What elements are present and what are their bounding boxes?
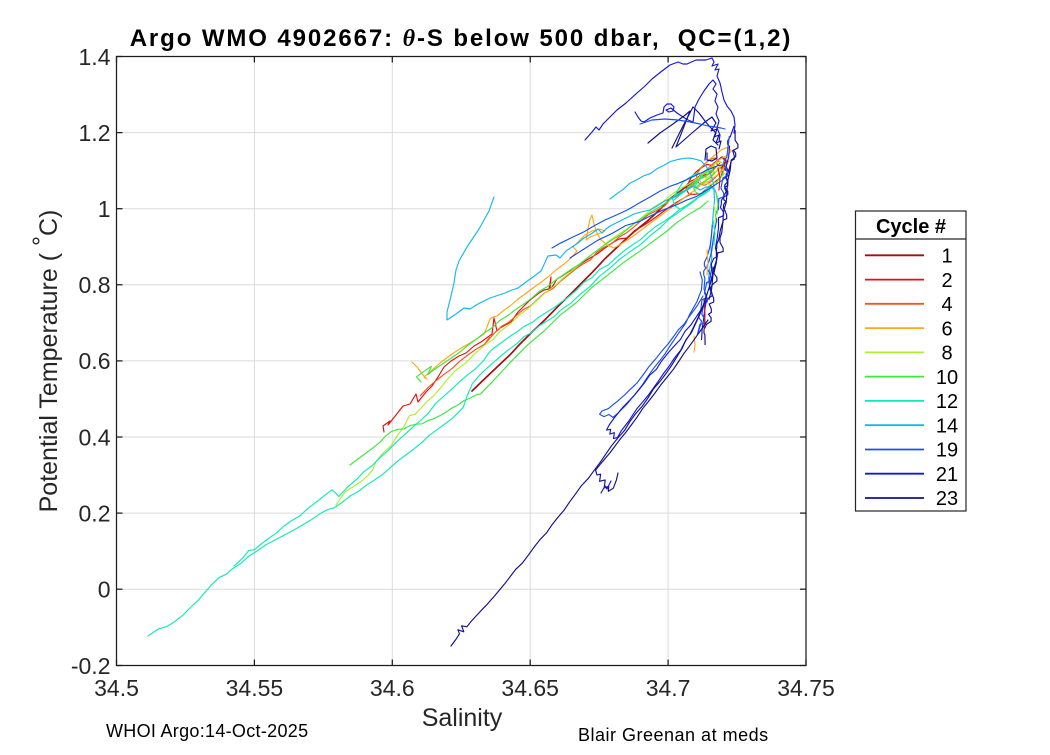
svg-text:19: 19 [936,440,958,462]
svg-text:Cycle #: Cycle # [876,216,946,238]
svg-text:4: 4 [941,294,952,316]
svg-text:14: 14 [936,415,958,437]
svg-text:12: 12 [936,391,958,413]
svg-text:Blair Greenan at meds: Blair Greenan at meds [578,725,769,745]
svg-text:21: 21 [936,464,958,486]
svg-text:-0.2: -0.2 [71,653,111,679]
svg-text:6: 6 [941,318,952,340]
svg-text:1.4: 1.4 [79,44,111,70]
svg-text:8: 8 [941,343,952,365]
svg-text:0.4: 0.4 [79,424,111,450]
svg-text:WHOI Argo:14-Oct-2025: WHOI Argo:14-Oct-2025 [106,721,308,741]
svg-text:1: 1 [941,246,952,268]
svg-text:0.8: 0.8 [79,272,111,298]
svg-text:0: 0 [98,577,111,603]
svg-text:0.2: 0.2 [79,500,111,526]
svg-text:0.6: 0.6 [79,348,111,374]
svg-text:34.6: 34.6 [370,675,415,701]
svg-text:34.55: 34.55 [226,675,284,701]
svg-text:Argo WMO 4902667: θ-S below 50: Argo WMO 4902667: θ-S below 500 dbar, QC… [130,25,793,52]
svg-text:1.2: 1.2 [79,120,111,146]
svg-text:1: 1 [98,196,111,222]
svg-text:34.5: 34.5 [94,675,139,701]
svg-text:34.75: 34.75 [777,675,835,701]
svg-text:23: 23 [936,488,958,510]
svg-text:34.65: 34.65 [501,675,559,701]
svg-text:10: 10 [936,367,958,389]
svg-text:34.7: 34.7 [646,675,691,701]
svg-text:Salinity: Salinity [422,704,503,732]
svg-text:2: 2 [941,270,952,292]
